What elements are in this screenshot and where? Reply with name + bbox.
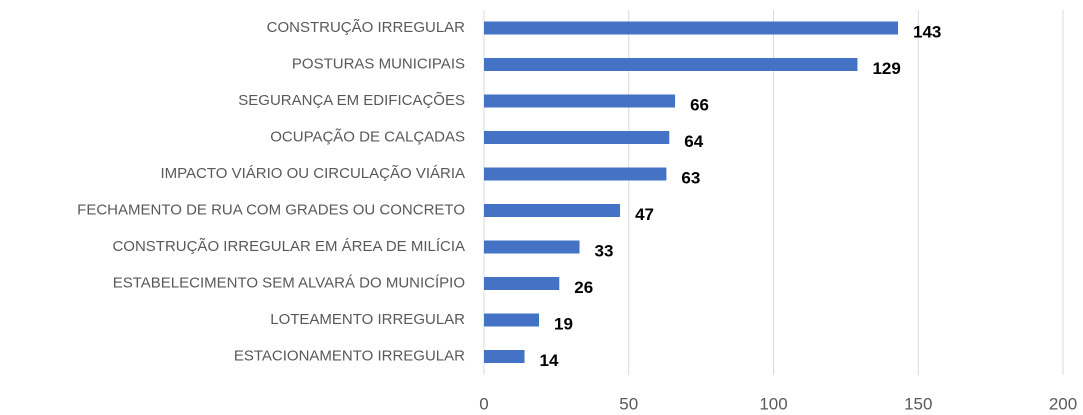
y-tick-label: POSTURAS MUNICIPAIS — [292, 55, 465, 72]
bar — [484, 58, 858, 71]
bar — [484, 350, 525, 363]
data-label: 63 — [681, 168, 700, 187]
y-tick-label: SEGURANÇA EM EDIFICAÇÕES — [238, 92, 465, 109]
data-label: 66 — [690, 95, 709, 114]
bar — [484, 313, 540, 327]
y-tick-label: IMPACTO VIÁRIO OU CIRCULAÇÃO VIÁRIA — [161, 165, 466, 182]
x-tick-label: 50 — [619, 394, 638, 413]
data-label: 47 — [635, 205, 654, 224]
data-label: 14 — [540, 351, 559, 370]
x-tick-label: 0 — [479, 394, 488, 413]
data-label: 19 — [554, 314, 573, 333]
bar — [484, 204, 621, 217]
bar — [484, 21, 898, 35]
bar — [484, 240, 580, 254]
x-tick-label: 100 — [759, 394, 787, 413]
y-tick-label: FECHAMENTO DE RUA COM GRADES OU CONCRETO — [77, 201, 465, 218]
y-tick-label: OCUPAÇÃO DE CALÇADAS — [270, 128, 465, 145]
y-tick-label: CONSTRUÇÃO IRREGULAR — [267, 19, 466, 36]
y-tick-label: ESTABELECIMENTO SEM ALVARÁ DO MUNICÍPIO — [113, 274, 465, 291]
data-label: 129 — [872, 59, 900, 78]
bar — [484, 167, 667, 181]
data-label: 143 — [913, 22, 941, 41]
bar — [484, 94, 676, 108]
x-tick-label: 200 — [1049, 394, 1077, 413]
y-tick-label: LOTEAMENTO IRREGULAR — [270, 311, 465, 328]
data-label: 64 — [684, 132, 703, 151]
data-label: 33 — [595, 241, 614, 260]
bar — [484, 277, 560, 290]
y-tick-label: ESTACIONAMENTO IRREGULAR — [234, 347, 465, 364]
x-tick-label: 150 — [904, 394, 932, 413]
data-label: 26 — [574, 278, 593, 297]
bar — [484, 131, 670, 144]
y-tick-label: CONSTRUÇÃO IRREGULAR EM ÁREA DE MILÍCIA — [112, 238, 465, 255]
